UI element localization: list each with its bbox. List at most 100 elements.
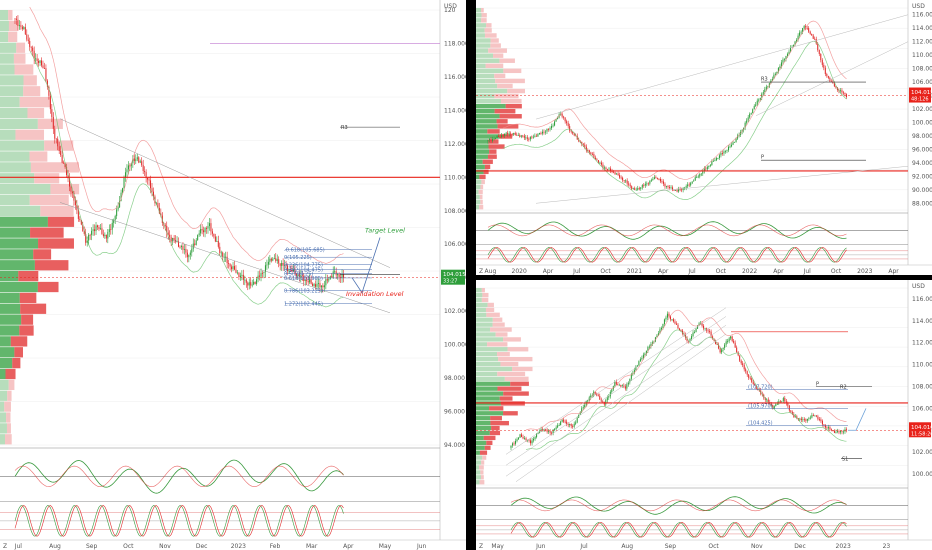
candle-body: [64, 163, 66, 168]
candle-body: [322, 285, 324, 288]
volume-profile-bar-down: [483, 169, 489, 175]
candle-body: [235, 269, 237, 273]
candle-body: [809, 31, 811, 34]
volume-profile-bar-up: [476, 58, 500, 63]
candle-body: [566, 121, 568, 124]
candle-body: [703, 325, 705, 329]
candle-body: [42, 65, 44, 68]
volume-profile-bar-up: [476, 174, 480, 180]
volume-profile-bar-up: [476, 194, 480, 200]
candle-body: [231, 266, 233, 270]
volume-profile-bar-down: [484, 33, 497, 38]
left-chart-svg[interactable]: USD Z 120 118.000 116.000 114.000 112.000 110.0…: [0, 0, 466, 550]
volume-profile-bar-down: [37, 281, 59, 293]
volume-profile-bar-down: [488, 144, 505, 149]
volume-profile-bar-down: [482, 292, 489, 298]
volume-profile-bar-up: [476, 317, 493, 322]
volume-profile-bar-down: [497, 371, 526, 377]
candle-body: [640, 187, 642, 190]
candle-body: [811, 415, 813, 418]
volume-profile-bar-down: [480, 470, 484, 475]
candle-body: [788, 405, 790, 411]
volume-profile-bar-down: [490, 416, 502, 421]
fib-level-label: 0.382(104.475): [284, 268, 323, 274]
candle-body: [528, 439, 530, 441]
candle-body: [764, 89, 766, 93]
candle-body: [539, 431, 541, 434]
volume-profile-bar-up: [476, 371, 498, 377]
x-tick-label: 2023: [231, 543, 246, 550]
corner-mark: Z: [479, 543, 483, 550]
candle-body: [803, 26, 805, 29]
candle-body: [179, 246, 181, 248]
candle-body: [124, 172, 127, 178]
volume-profile-bar-up: [476, 440, 487, 445]
candle-body: [695, 328, 697, 333]
candle-body: [43, 67, 45, 69]
candle-body: [735, 138, 737, 142]
candle-body: [304, 279, 306, 281]
candle-body: [563, 116, 565, 118]
candle-body: [551, 126, 553, 129]
candle-body: [108, 229, 110, 232]
candle-body: [665, 185, 668, 187]
candle-body: [632, 188, 634, 189]
candle-body: [279, 263, 281, 266]
candle-body: [709, 331, 711, 332]
x-tick-label: 2022: [742, 268, 757, 275]
candle-body: [667, 185, 669, 188]
candle-body: [548, 431, 550, 433]
candle-body: [824, 425, 826, 428]
volume-profile-bar-up: [476, 13, 482, 18]
candle-body: [638, 361, 640, 366]
candle-body: [838, 431, 840, 433]
candle-body: [511, 443, 514, 446]
candle-body: [594, 157, 596, 160]
volume-profile-bar-up: [0, 162, 31, 173]
bottom-right-chart-svg[interactable]: USD Z 116.000 114.000 112.000 110.000 108.000 1…: [476, 280, 932, 550]
candle-body: [49, 95, 51, 110]
moving-average-upper: [29, 6, 344, 264]
top-right-chart-svg[interactable]: USD Z 116.000 114.000 112.000 110.000 108.000 1…: [476, 0, 932, 275]
candle-body: [733, 340, 735, 343]
volume-profile-bar-up: [0, 64, 15, 75]
candle-body: [133, 158, 135, 162]
candle-body: [92, 229, 94, 231]
candle-body: [547, 128, 550, 130]
volume-profile-bar-up: [476, 460, 482, 465]
candle-body: [328, 279, 330, 281]
candle-body: [29, 40, 31, 47]
volume-profile-bar-up: [476, 381, 511, 386]
volume-profile-bar-up: [0, 358, 13, 369]
volume-profile-bar-down: [481, 13, 487, 18]
volume-profile-bar-down: [489, 406, 504, 411]
candle-body: [186, 252, 188, 258]
volume-profile-bar-up: [476, 420, 491, 426]
candle-body: [220, 252, 222, 254]
candle-body: [310, 279, 312, 284]
candle-body: [745, 369, 747, 372]
candle-body: [182, 245, 184, 250]
x-tick-label: Jul: [687, 268, 696, 275]
candle-body: [658, 178, 660, 180]
candle-body: [317, 283, 319, 284]
candle-body: [728, 338, 730, 342]
candle-body: [720, 153, 722, 156]
candle-body: [674, 321, 676, 324]
candle-body: [666, 313, 668, 318]
candle-body: [802, 28, 804, 32]
candle-body: [671, 319, 673, 321]
volume-profile-bar-down: [495, 78, 525, 84]
candle-body: [812, 35, 814, 39]
pivot-p-label: P: [761, 155, 764, 161]
candle-body: [614, 381, 616, 387]
candle-body: [528, 138, 530, 140]
volume-profile-bar-up: [476, 124, 498, 129]
candle-body: [772, 404, 774, 409]
volume-profile-bar-down: [480, 475, 484, 480]
volume-profile-bar-down: [489, 149, 497, 154]
x-tick-label: Dec: [794, 543, 806, 550]
candle-body: [781, 400, 783, 402]
volume-profile-bar-down: [10, 336, 28, 347]
candle-body: [578, 139, 580, 142]
